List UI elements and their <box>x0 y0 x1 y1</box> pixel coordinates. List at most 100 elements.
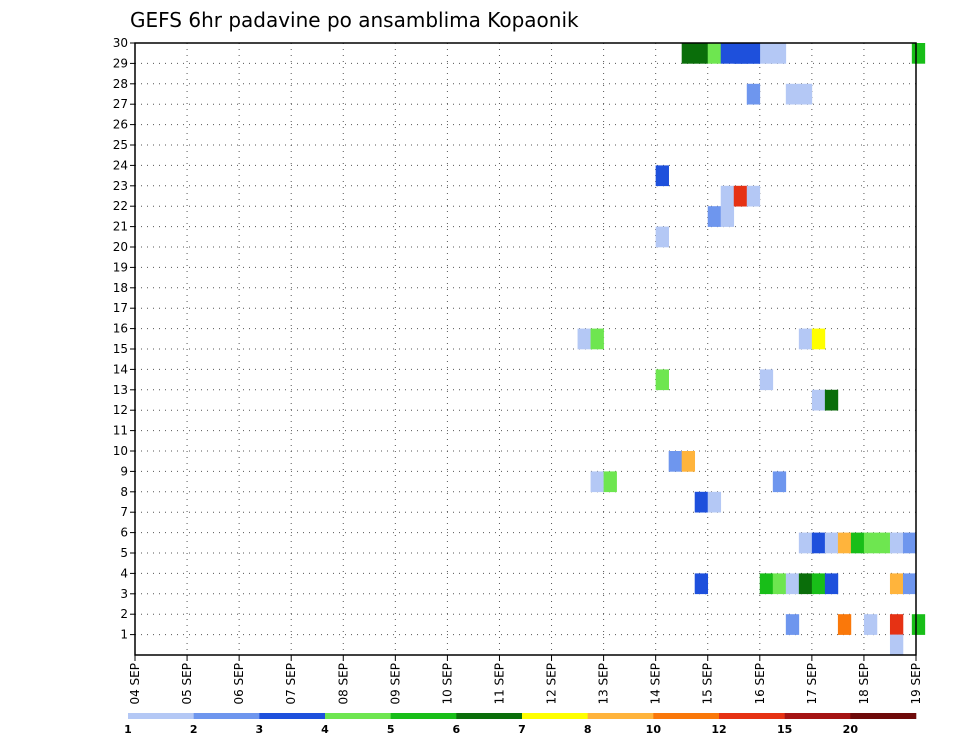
colorbar-segment <box>456 713 523 719</box>
y-tick-label: 1 <box>120 628 128 642</box>
precip-cell <box>811 532 826 554</box>
precip-cell <box>746 83 761 105</box>
x-tick-label: 07 SEP <box>284 663 298 705</box>
colorbar-label: 1 <box>124 723 132 736</box>
precip-cell <box>911 43 926 64</box>
y-tick-label: 11 <box>113 424 128 438</box>
precip-cell <box>681 451 696 472</box>
precip-cell <box>798 328 813 350</box>
precip-cell <box>811 573 826 595</box>
colorbar-label: 10 <box>646 723 662 736</box>
y-tick-label: 20 <box>113 240 128 254</box>
precip-cell <box>837 614 852 635</box>
colorbar-label: 20 <box>843 723 859 736</box>
precip-cell <box>759 573 774 595</box>
y-tick-label: 25 <box>113 138 128 152</box>
precip-cell <box>811 328 826 350</box>
precip-cell <box>850 532 865 554</box>
precip-cell <box>720 185 735 207</box>
precip-cell <box>785 573 800 595</box>
precip-cell <box>863 614 878 635</box>
precip-cell <box>798 83 813 105</box>
precip-cell <box>707 491 722 513</box>
chart-title: GEFS 6hr padavine po ansamblima Kopaonik <box>130 8 579 32</box>
precip-cell <box>889 634 904 656</box>
x-tick-label: 09 SEP <box>388 663 402 705</box>
y-tick-label: 4 <box>120 566 128 580</box>
colorbar-segment <box>325 713 391 719</box>
y-tick-label: 29 <box>113 56 128 70</box>
precip-cell <box>590 471 604 493</box>
precip-cell <box>655 226 669 248</box>
y-tick-label: 21 <box>113 220 128 234</box>
precip-cell <box>902 532 917 554</box>
x-tick-label: 10 SEP <box>440 663 454 705</box>
y-tick-label: 13 <box>113 383 128 397</box>
precip-cell <box>655 165 669 187</box>
colorbar-label: 2 <box>190 723 198 736</box>
precip-cell <box>772 43 787 64</box>
y-tick-label: 23 <box>113 179 128 193</box>
precip-cell <box>707 206 722 227</box>
y-tick-label: 9 <box>120 464 128 478</box>
precip-cell <box>759 43 774 64</box>
colorbar-label: 6 <box>453 723 461 736</box>
y-tick-label: 8 <box>120 485 128 499</box>
data-cells <box>577 43 926 656</box>
y-tick-label: 28 <box>113 77 128 91</box>
colorbar-label: 5 <box>387 723 395 736</box>
y-tick-label: 5 <box>120 546 128 560</box>
precip-cell <box>681 43 696 64</box>
precip-cell <box>577 328 591 350</box>
colorbar-label: 12 <box>711 723 726 736</box>
colorbar-segment <box>850 713 917 719</box>
x-tick-label: 11 SEP <box>492 663 506 705</box>
colorbar-segment <box>587 713 654 719</box>
y-tick-label: 27 <box>113 97 128 111</box>
precip-cell <box>863 532 878 554</box>
y-tick-label: 18 <box>113 281 128 295</box>
precip-cell <box>733 185 748 207</box>
y-tick-label: 30 <box>113 36 128 50</box>
precip-cell <box>772 573 787 595</box>
precip-cell <box>746 43 761 64</box>
colorbar-label: 4 <box>321 723 329 736</box>
x-tick-label: 06 SEP <box>232 663 246 705</box>
colorbar-segment <box>193 713 260 719</box>
y-tick-label: 2 <box>120 607 128 621</box>
precip-cell <box>694 43 709 64</box>
x-tick-label: 15 SEP <box>701 663 715 705</box>
colorbar-segment <box>128 713 194 719</box>
precip-cell <box>876 532 891 554</box>
y-axis-ticks: 1234567891011121314151617181920212223242… <box>113 36 135 642</box>
x-tick-label: 13 SEP <box>597 663 611 705</box>
precip-cell <box>911 614 926 635</box>
x-tick-label: 17 SEP <box>805 663 819 705</box>
y-tick-label: 12 <box>113 403 128 417</box>
grid <box>135 43 916 655</box>
y-tick-label: 7 <box>120 505 128 519</box>
precip-cell <box>694 491 709 513</box>
precip-cell <box>707 43 722 64</box>
precip-cell <box>889 614 904 635</box>
y-tick-label: 22 <box>113 199 128 213</box>
y-tick-label: 16 <box>113 322 128 336</box>
precip-cell <box>772 471 787 493</box>
colorbar: 1 2 3 4 5 6 7 8 10 12 15 20 <box>124 713 917 736</box>
colorbar-label: 15 <box>777 723 792 736</box>
precip-cell <box>590 328 604 350</box>
x-tick-label: 18 SEP <box>857 663 871 705</box>
y-tick-label: 10 <box>113 444 128 458</box>
x-axis-ticks: 04 SEP 05 SEP 06 SEP 07 SEP 08 SEP 09 SEP 10 S… <box>128 655 923 705</box>
colorbar-segment <box>719 713 785 719</box>
precip-cell <box>811 389 826 411</box>
precip-cell <box>798 532 813 554</box>
y-tick-label: 17 <box>113 301 128 315</box>
colorbar-label: 8 <box>584 723 592 736</box>
x-tick-label: 19 SEP <box>909 663 923 705</box>
x-tick-label: 08 SEP <box>336 663 350 705</box>
y-tick-label: 6 <box>120 526 128 540</box>
precip-cell <box>694 573 709 595</box>
y-tick-label: 3 <box>120 587 128 601</box>
